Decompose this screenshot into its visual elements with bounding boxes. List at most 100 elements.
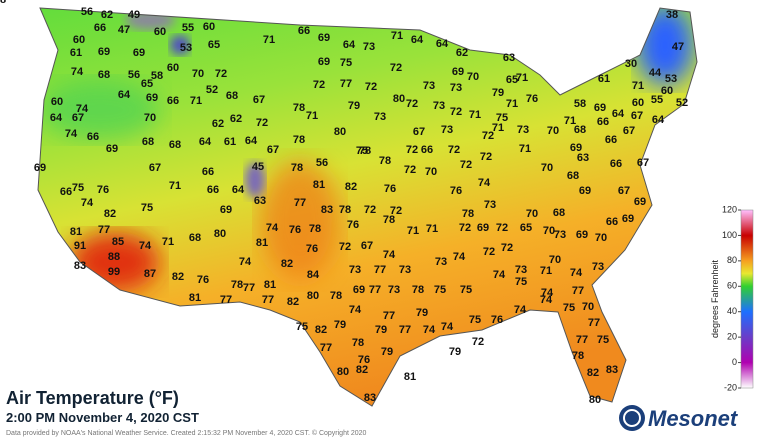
station-reading: 73	[435, 256, 447, 268]
station-reading: 69	[579, 185, 591, 197]
station-reading: 76	[384, 183, 396, 195]
station-reading: 77	[588, 317, 600, 329]
station-reading: 64	[232, 184, 245, 196]
station-reading: 68	[98, 69, 110, 81]
station-reading: 71	[426, 223, 438, 235]
logo: Mesonet	[619, 405, 739, 431]
station-reading: 47	[118, 24, 130, 36]
station-reading: 72	[215, 68, 227, 80]
station-reading: 79	[449, 346, 461, 358]
station-reading: 66	[421, 144, 433, 156]
station-reading: 69	[594, 102, 606, 114]
station-reading: 79	[348, 100, 360, 112]
station-reading: 60	[167, 62, 179, 74]
station-reading: 72	[501, 242, 513, 254]
station-reading: 82	[281, 258, 293, 270]
station-reading: 71	[407, 225, 419, 237]
station-reading: 67	[413, 126, 425, 138]
station-reading: 66	[167, 95, 179, 107]
station-reading: 69	[220, 204, 232, 216]
station-reading: 71	[519, 143, 531, 155]
station-reading: 68	[0, 0, 6, 6]
station-reading: 88	[108, 251, 120, 263]
station-reading: 73	[374, 111, 386, 123]
station-reading: 47	[672, 41, 684, 53]
station-reading: 71	[469, 109, 481, 121]
station-reading: 72	[450, 106, 462, 118]
station-reading: 64	[436, 38, 449, 50]
station-reading: 99	[108, 266, 120, 278]
station-reading: 70	[467, 71, 479, 83]
station-reading: 87	[144, 268, 156, 280]
station-reading: 56	[128, 69, 140, 81]
station-reading: 52	[206, 84, 218, 96]
colorbar-tick-label: 100	[722, 230, 737, 240]
station-reading: 78	[293, 102, 305, 114]
station-reading: 77	[399, 324, 411, 336]
station-reading: 77	[576, 334, 588, 346]
station-reading: 65	[520, 222, 532, 234]
station-reading: 68	[226, 90, 238, 102]
station-reading: 72	[390, 205, 402, 217]
station-reading: 67	[72, 112, 84, 124]
station-reading: 71	[516, 72, 528, 84]
station-reading: 77	[262, 294, 274, 306]
station-reading: 69	[318, 32, 330, 44]
station-reading: 75	[515, 276, 527, 288]
station-reading: 60	[73, 34, 85, 46]
station-reading: 64	[612, 108, 625, 120]
station-reading: 71	[492, 122, 504, 134]
station-reading: 82	[104, 208, 116, 220]
station-reading: 77	[220, 294, 232, 306]
station-reading: 75	[563, 302, 575, 314]
station-reading: 71	[169, 180, 181, 192]
station-reading: 67	[361, 240, 373, 252]
station-reading: 75	[72, 182, 84, 194]
station-reading: 70	[543, 225, 555, 237]
station-reading: 76	[306, 243, 318, 255]
station-reading: 68	[169, 139, 181, 151]
station-reading: 82	[345, 181, 357, 193]
station-reading: 72	[480, 151, 492, 163]
station-reading: 75	[460, 284, 472, 296]
station-reading: 78	[412, 284, 424, 296]
station-reading: 67	[618, 185, 630, 197]
station-reading: 77	[243, 282, 255, 294]
station-reading: 66	[606, 216, 618, 228]
station-reading: 77	[340, 78, 352, 90]
station-reading: 80	[337, 366, 349, 378]
station-reading: 44	[649, 67, 662, 79]
station-reading: 66	[202, 166, 214, 178]
station-reading: 73	[441, 124, 453, 136]
station-reading: 69	[622, 213, 634, 225]
station-reading: 64	[245, 135, 258, 147]
station-reading: 77	[374, 264, 386, 276]
station-reading: 76	[97, 184, 109, 196]
station-reading: 74	[570, 267, 583, 279]
station-reading: 76	[491, 314, 503, 326]
station-reading: 76	[450, 185, 462, 197]
logo-text: Mesonet	[648, 406, 739, 431]
station-reading: 79	[492, 87, 504, 99]
station-reading: 72	[448, 144, 460, 156]
station-reading: 77	[320, 342, 332, 354]
station-reading: 66	[610, 158, 622, 170]
station-reading: 72	[406, 98, 418, 110]
station-reading: 83	[74, 260, 86, 272]
station-reading: 70	[526, 208, 538, 220]
station-reading: 82	[172, 271, 184, 283]
station-reading: 69	[452, 66, 464, 78]
station-reading: 81	[70, 226, 82, 238]
station-reading: 75	[340, 57, 352, 69]
station-reading: 71	[162, 236, 174, 248]
station-reading: 64	[652, 114, 665, 126]
station-reading: 74	[266, 222, 279, 234]
station-reading: 91	[74, 240, 86, 252]
station-reading: 72	[256, 117, 268, 129]
station-reading: 69	[98, 46, 110, 58]
station-reading: 85	[112, 236, 124, 248]
station-reading: 71	[306, 110, 318, 122]
station-reading: 70	[144, 112, 156, 124]
colorbar-tick-label: 20	[727, 332, 737, 342]
